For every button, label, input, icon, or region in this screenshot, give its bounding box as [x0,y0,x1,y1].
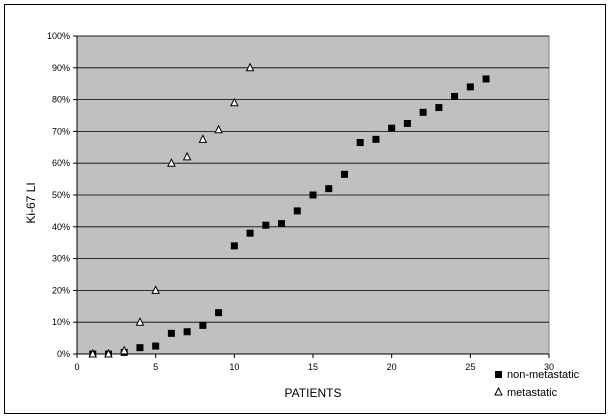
point-metastatic [230,97,239,107]
legend: non-metastatic metastatic [494,369,580,399]
point-metastatic [214,124,223,134]
x-tick-label: 25 [465,362,475,372]
point-metastatic [198,134,208,143]
y-tick-label: 70% [52,126,70,136]
point-non-metastatic [325,185,333,193]
legend-marker-non-metastatic [495,371,502,378]
x-tick-labels: 0 5 10 15 20 25 30 [74,362,554,372]
point-non-metastatic [356,139,364,147]
legend-marker-metastatic [494,386,503,396]
x-axis-title: PATIENTS [285,386,342,400]
y-tick-label: 40% [52,222,70,232]
y-tick-label: 90% [52,63,70,73]
point-non-metastatic [278,220,286,228]
y-tick-label: 60% [52,158,70,168]
point-non-metastatic [435,104,443,112]
point-non-metastatic [451,92,459,100]
point-non-metastatic [136,344,144,352]
y-axis-title: Ki-67 LI [24,182,38,223]
y-tick-label: 0% [57,349,70,359]
y-tick-label: 100% [47,31,70,41]
point-metastatic [167,158,176,167]
x-tick-label: 10 [229,362,239,372]
point-metastatic [119,345,129,355]
x-tick-label: 15 [308,362,318,372]
chart-figure: 0% 10% 20% 30% 40% 50% 60% 70% 80% 90% 100% 0 5 10 15… [4,4,606,414]
y-tick-label: 80% [52,95,70,105]
point-metastatic [182,151,192,161]
point-non-metastatic [293,207,301,215]
point-metastatic [151,285,160,294]
point-non-metastatic [183,328,191,336]
point-non-metastatic [246,229,254,237]
point-non-metastatic [419,108,427,116]
y-tick-label: 20% [52,285,70,295]
point-non-metastatic [230,242,238,250]
point-non-metastatic [309,191,317,199]
point-non-metastatic [388,124,396,132]
y-tick-label: 30% [52,254,70,264]
point-metastatic [245,62,255,72]
point-non-metastatic [466,83,474,91]
point-metastatic [104,348,113,358]
point-non-metastatic [215,309,223,317]
data-points [88,62,490,358]
x-tick-label: 0 [74,362,79,372]
axes [76,36,549,355]
x-tick-label: 20 [387,362,397,372]
x-tick-label: 5 [153,362,158,372]
point-non-metastatic [167,329,175,337]
point-non-metastatic [199,321,207,329]
point-non-metastatic [340,170,348,178]
legend-label-metastatic: metastatic [507,387,558,399]
y-tick-label: 50% [52,190,70,200]
point-metastatic [88,348,98,358]
point-metastatic [135,317,145,326]
scatter-chart: 0% 10% 20% 30% 40% 50% 60% 70% 80% 90% 100% 0 5 10 15… [24,31,580,400]
point-non-metastatic [262,221,270,229]
point-non-metastatic [482,75,490,83]
point-non-metastatic [372,135,380,143]
legend-label-non-metastatic: non-metastatic [507,369,580,381]
point-non-metastatic [403,119,411,127]
x-tick-label: 30 [544,362,554,372]
point-non-metastatic [152,342,160,350]
y-tick-label: 10% [52,317,70,327]
y-tick-labels: 0% 10% 20% 30% 40% 50% 60% 70% 80% 90% 100% [47,31,70,359]
